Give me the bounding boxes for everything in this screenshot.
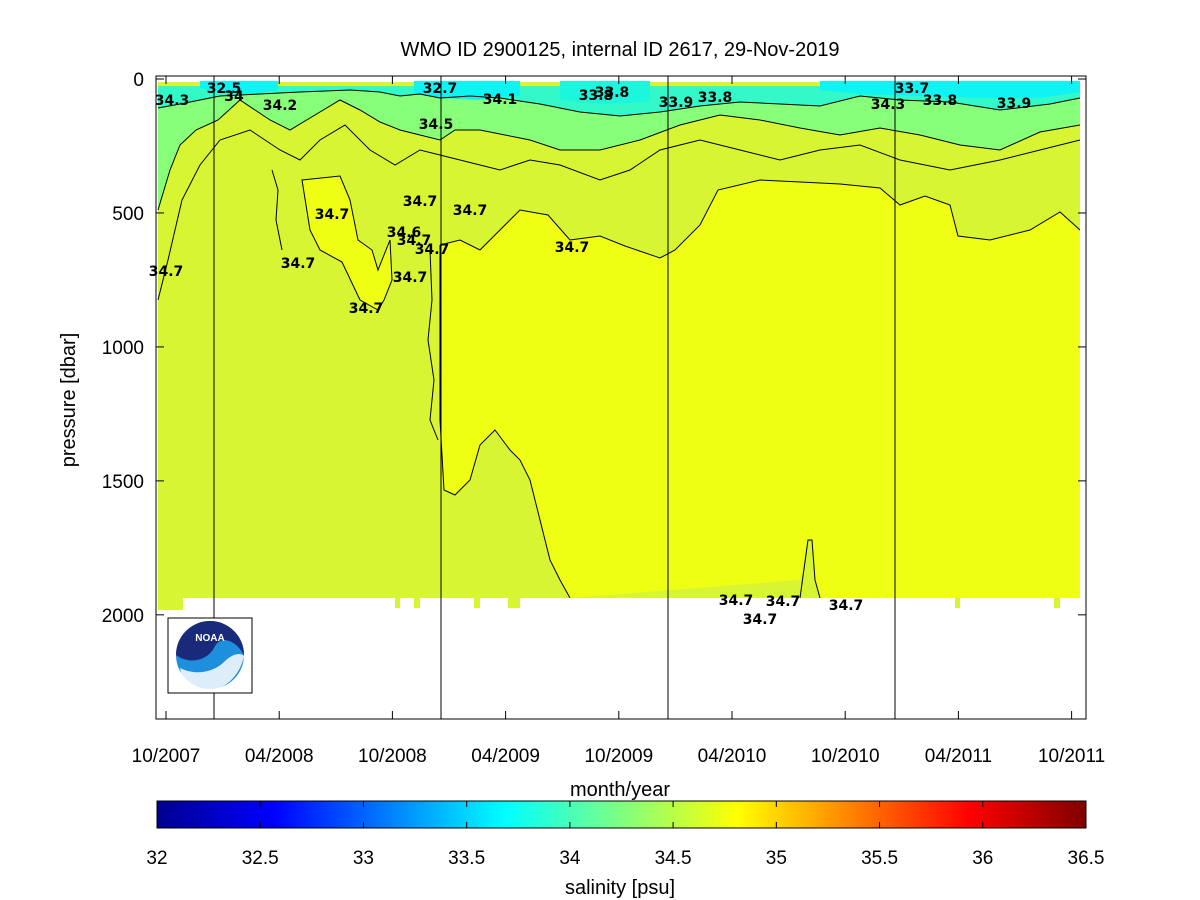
contour-label: 34.7 [149,264,184,280]
colorbar-tick-label: 33.5 [448,848,485,869]
colorbar [156,800,1087,829]
x-tick-label: 04/2011 [925,746,992,767]
colorbar-tick-label: 36.5 [1068,848,1105,869]
contour-label: 34.7 [393,270,428,286]
salinity-field [157,76,1081,719]
colorbar-tick-label: 36 [972,848,993,869]
colorbar-ticks: 32 32.5 33 33.5 34 34.5 35 35.5 36 36.5 [146,801,1104,869]
x-tick-label: 04/2009 [471,746,540,767]
contour-label: 33.9 [997,96,1032,112]
y-tick-label: 0 [133,70,144,91]
contour-label: 34.7 [415,242,450,258]
contour-label: 33.7 [895,81,930,97]
contour-label: 34.7 [743,612,778,628]
chart-title: WMO ID 2900125, internal ID 2617, 29-Nov… [400,39,839,61]
contour-label: 33.9 [659,95,694,111]
y-axis-label: pressure [dbar] [58,333,80,468]
contour-label: 33.8 [579,88,614,104]
y-tick-label: 1000 [102,338,144,359]
colorbar-tick-label: 35 [766,848,787,869]
x-tick-label: 10/2008 [358,746,427,767]
colorbar-tick-label: 32.5 [242,848,279,869]
y-tick-label: 2000 [102,606,144,627]
contour-label: 33.8 [923,93,958,109]
contour-label: 34.7 [349,301,384,317]
layer-34-3-green [158,86,1080,210]
contour-label: 34.1 [483,92,518,108]
x-tick-label: 10/2010 [811,746,880,767]
colorbar-tick-label: 34 [559,848,581,869]
contour-label: 34.2 [263,98,298,114]
contour-label: 34.7 [555,240,590,256]
x-axis: 10/2007 04/2008 10/2008 04/2009 10/2009 04/20… [132,76,1105,767]
layer-34-7-blob [302,176,392,310]
colorbar-tick-label: 32 [146,848,167,869]
colorbar-label: salinity [psu] [565,877,675,899]
contour-label: 34.3 [871,97,906,113]
x-tick-label: 10/2009 [584,746,653,767]
no-data-deep [158,612,1080,719]
contour-label: 34.7 [403,194,438,210]
contour-label: 34.7 [281,256,316,272]
contour-label: 33.8 [698,90,733,106]
contour-label: 32.5 [207,81,242,97]
contour-label: 34.7 [719,593,754,609]
colorbar-tick-label: 33 [353,848,374,869]
contour-label: 34.5 [419,117,454,133]
x-tick-label: 04/2010 [698,746,767,767]
x-tick-label: 04/2008 [245,746,314,767]
layer-34-7-yellow [440,180,1080,598]
y-tick-label: 500 [112,204,144,225]
contour-label: 32.7 [423,81,458,97]
contour-label: 34.7 [397,233,432,249]
contour-lines [157,89,1081,599]
contour-label: 34.3 [155,93,190,109]
contour-label: 34 [224,89,244,105]
contour-label: 34.7 [315,207,350,223]
x-tick-label: 10/2007 [132,746,201,767]
x-axis-label: month/year [570,779,670,801]
contour-label: 34.7 [453,203,488,219]
contour-label: 33.8 [595,85,630,101]
contour-label: 34.6 [387,225,422,241]
cycle-lines [213,76,896,719]
colorbar-tick-label: 35.5 [861,848,898,869]
plot-frame [155,75,1087,720]
y-axis: 0 500 1000 1500 2000 [102,70,1086,627]
x-tick-label: 10/2011 [1038,746,1105,767]
noaa-logo-text: NOAA [195,633,224,644]
noaa-logo: NOAA [167,617,253,694]
contour-label: 34.7 [766,594,801,610]
y-tick-label: 1500 [102,472,144,493]
layer-33-5-patch-3 [820,76,1080,98]
layer-33-7-patch [560,78,650,104]
colorbar-tick-label: 34.5 [655,848,692,869]
contour-label: 34.7 [829,598,864,614]
